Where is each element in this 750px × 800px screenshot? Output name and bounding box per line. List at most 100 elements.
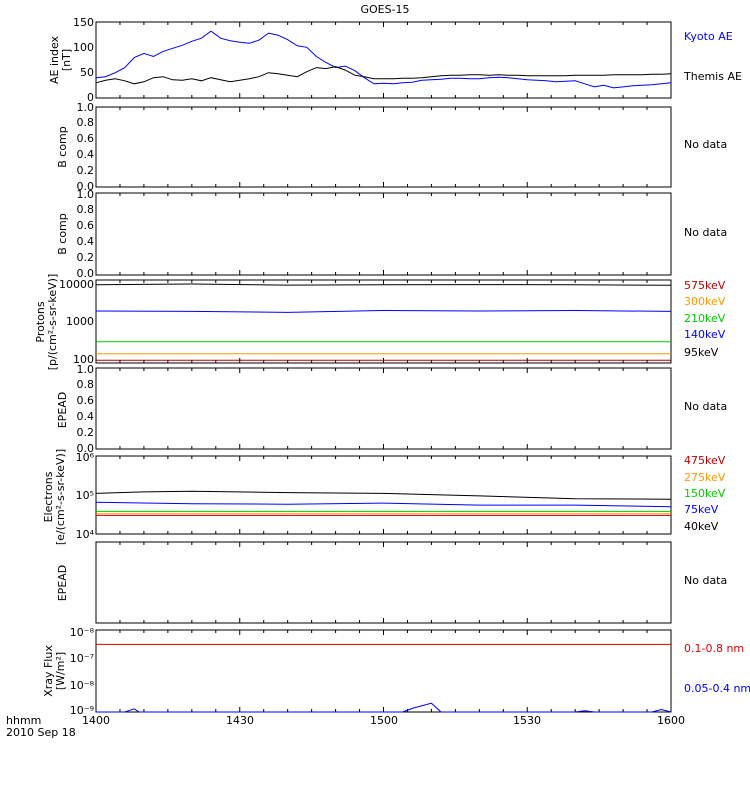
bcomp1-ytick-06: 0.6 <box>77 132 95 145</box>
legend-40kev: 40keV <box>684 520 719 533</box>
panel-electrons: 10⁴ 10⁵ 10⁶ Electrons [e/(cm²-s-sr-keV)]… <box>42 449 726 545</box>
legend-300kev: 300keV <box>684 295 726 308</box>
panel-ae-index: 0 50 100 150 AE index [nT] Kyoto AE Them… <box>48 16 742 104</box>
ae-ytick-labels: 0 50 100 150 <box>73 16 94 104</box>
legend-210kev: 210keV <box>684 312 726 325</box>
x-axis-labels: 1400 1430 1500 1530 1600 <box>82 714 685 727</box>
xtick-1500: 1500 <box>370 714 398 727</box>
panel-b-comp-1-frame <box>95 106 672 188</box>
b-comp-1-ytick-labels: 0.0 0.2 0.4 0.6 0.8 1.0 <box>77 101 95 193</box>
legend-kyoto-ae: Kyoto AE <box>684 30 733 43</box>
panel-protons-frame <box>95 279 672 364</box>
protons-ytick-labels: 100 1000 10000 <box>59 278 94 366</box>
epead1-ytick-06: 0.6 <box>77 394 95 407</box>
xray-ylabel-line1: Xray Flux <box>42 645 55 697</box>
protons-ytick-10000: 10000 <box>59 278 94 291</box>
panel-b-comp-2-frame <box>95 192 672 276</box>
xtick-1600: 1600 <box>657 714 685 727</box>
plot-title: GOES-15 <box>360 3 409 16</box>
ae-ytick-100: 100 <box>73 41 94 54</box>
epead1-ytick-04: 0.4 <box>77 410 95 423</box>
xtick-1530: 1530 <box>513 714 541 727</box>
xray-ytick-1e-7: 10⁻⁷ <box>70 652 94 665</box>
xray-ytick-labels: 10⁻⁹ 10⁻⁸ 10⁻⁷ 10⁻⁸ <box>70 626 95 717</box>
xray-ytick-1e-8: 10⁻⁸ <box>70 679 95 692</box>
xray-ylabel-line2: [W/m²] <box>54 652 67 690</box>
protons-ylabel-line1: Protons <box>34 301 47 342</box>
bcomp2-ytick-10: 1.0 <box>77 188 95 201</box>
ae-ytick-150: 150 <box>73 16 94 29</box>
xray-line-short <box>96 702 672 713</box>
bcomp2-ytick-02: 0.2 <box>77 251 95 264</box>
date-label: 2010 Sep 18 <box>6 726 76 739</box>
epead-2-no-data: No data <box>684 574 727 587</box>
xtick-1400: 1400 <box>82 714 110 727</box>
legend-140kev: 140keV <box>684 328 726 341</box>
b-comp-2-ylabel: B comp <box>56 213 69 255</box>
electrons-ytick-1e4: 10⁴ <box>76 528 95 541</box>
electrons-ylabel-line2: [e/(cm²-s-sr-keV)] <box>54 449 67 545</box>
xray-ytick-top: 10⁻⁸ <box>70 626 95 639</box>
bcomp2-ytick-06: 0.6 <box>77 219 95 232</box>
electrons-ytick-labels: 10⁴ 10⁵ 10⁶ <box>76 451 95 541</box>
panel-protons: 100 1000 10000 Protons [p/(cm²-s-sr-keV)… <box>34 274 726 371</box>
time-format-label: hhmm <box>6 714 41 727</box>
ae-ytick-50: 50 <box>80 66 94 79</box>
legend-575kev: 575keV <box>684 279 726 292</box>
epead1-ytick-00: 0.0 <box>77 442 95 455</box>
protons-ytick-1000: 1000 <box>66 315 94 328</box>
xray-ytick-1e-9: 10⁻⁹ <box>70 704 94 717</box>
panel-xray: 10⁻⁹ 10⁻⁸ 10⁻⁷ 10⁻⁸ Xray Flux [W/m²] 0.1… <box>42 626 750 717</box>
xtick-1430: 1430 <box>226 714 254 727</box>
protons-ytick-100: 100 <box>73 353 94 366</box>
panel-b-comp-2: 0.0 0.2 0.4 0.6 0.8 1.0 B comp No data <box>56 188 727 280</box>
epead1-ytick-02: 0.2 <box>77 426 95 439</box>
epead1-ytick-08: 0.8 <box>77 378 95 391</box>
bcomp1-ytick-10: 1.0 <box>77 101 95 114</box>
legend-275kev: 275keV <box>684 471 726 484</box>
panel-epead-1-frame <box>95 367 672 450</box>
epead-1-ylabel: EPEAD <box>56 392 69 429</box>
epead-2-ylabel: EPEAD <box>56 565 69 602</box>
legend-xray-short: 0.05-0.4 nm <box>684 682 750 695</box>
panel-epead-2: EPEAD No data <box>56 541 727 624</box>
electrons-ytick-1e5: 10⁵ <box>76 489 94 502</box>
epead1-ytick-10: 1.0 <box>77 363 95 376</box>
electrons-ytick-1e6: 10⁶ <box>76 451 95 464</box>
b-comp-2-ytick-labels: 0.0 0.2 0.4 0.6 0.8 1.0 <box>77 188 95 280</box>
bcomp1-ytick-04: 0.4 <box>77 148 95 161</box>
panel-b-comp-1: 0.0 0.2 0.4 0.6 0.8 1.0 B comp No data <box>56 101 727 193</box>
protons-line-140kev <box>95 309 672 313</box>
panel-xray-frame <box>95 629 672 713</box>
panel-ae-frame <box>95 21 672 99</box>
epead-1-ytick-labels: 0.0 0.2 0.4 0.6 0.8 1.0 <box>77 363 95 455</box>
bcomp1-ytick-02: 0.2 <box>77 164 95 177</box>
legend-xray-long: 0.1-0.8 nm <box>684 642 744 655</box>
b-comp-1-no-data: No data <box>684 138 727 151</box>
legend-95kev: 95keV <box>684 346 719 359</box>
ae-ytick-0: 0 <box>87 91 94 104</box>
legend-150kev: 150keV <box>684 487 726 500</box>
ae-line-kyoto <box>95 30 672 89</box>
legend-75kev: 75keV <box>684 503 719 516</box>
electrons-line-75kev <box>95 501 672 508</box>
bcomp1-ytick-00: 0.0 <box>77 180 95 193</box>
ae-ylabel-line2: [nT] <box>60 49 73 71</box>
legend-475kev: 475keV <box>684 454 726 467</box>
panel-epead-1: 0.0 0.2 0.4 0.6 0.8 1.0 EPEAD No data <box>56 363 727 455</box>
b-comp-2-no-data: No data <box>684 226 727 239</box>
bcomp1-ytick-08: 0.8 <box>77 116 95 129</box>
protons-ylabel-line2: [p/(cm²-s-sr-keV)] <box>46 274 59 371</box>
legend-themis-ae: Themis AE <box>683 70 742 83</box>
bcomp2-ytick-00: 0.0 <box>77 267 95 280</box>
epead-1-no-data: No data <box>684 400 727 413</box>
panel-electrons-frame <box>95 455 672 535</box>
panel-epead-2-frame <box>95 541 672 624</box>
electrons-ylabel-line1: Electrons <box>42 471 55 522</box>
ae-ylabel-line1: AE index <box>48 35 61 84</box>
ae-line-themis <box>95 66 672 85</box>
bcomp2-ytick-08: 0.8 <box>77 203 95 216</box>
b-comp-1-ylabel: B comp <box>56 126 69 168</box>
axis-tick-marks <box>95 22 672 712</box>
